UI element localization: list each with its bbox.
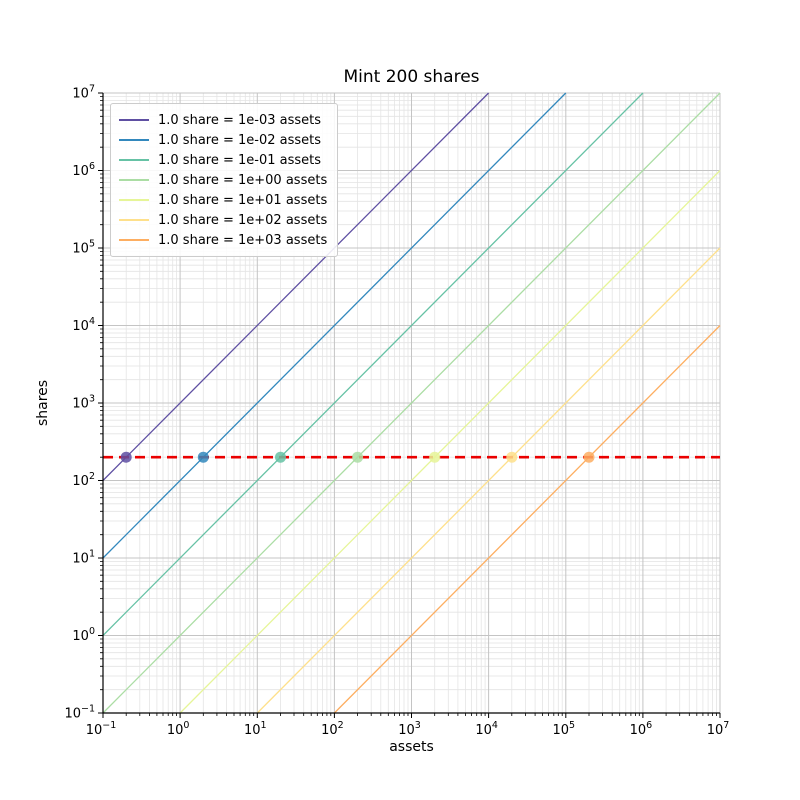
x-tick-label: 101 [244,720,267,738]
intersection-marker-2 [275,451,286,463]
series-line-3 [102,92,721,714]
legend-line-sample [119,139,149,141]
legend: 1.0 share = 1e-03 assets 1.0 share = 1e-0… [110,103,339,257]
legend-label: 1.0 share = 1e-02 assets [158,132,322,148]
legend-item: 1.0 share = 1e+01 assets [119,190,327,210]
intersection-marker-1 [197,451,209,463]
x-tick-label: 102 [321,720,344,738]
x-axis-label: assets [389,739,434,755]
y-tick-label: 10−1 [64,704,95,722]
legend-item: 1.0 share = 1e+00 assets [119,170,327,190]
legend-line-sample [119,179,149,181]
y-tick-label: 105 [72,239,95,257]
x-tick-label: 103 [398,720,421,738]
legend-label: 1.0 share = 1e+00 assets [158,172,328,188]
series-line-6 [333,325,721,714]
legend-label: 1.0 share = 1e+03 assets [158,232,328,248]
x-tick-label: 105 [552,720,575,738]
series-line-0 [102,92,490,481]
series-line-2 [102,92,644,636]
legend-label: 1.0 share = 1e+01 assets [158,192,328,208]
chart-title: Mint 200 shares [343,67,480,87]
legend-label: 1.0 share = 1e+02 assets [158,212,328,228]
legend-line-sample [119,239,149,241]
y-tick-label: 103 [72,394,95,412]
legend-item: 1.0 share = 1e+03 assets [119,230,327,250]
minor-ticks [100,96,717,716]
y-tick-label: 106 [72,161,95,179]
legend-item: 1.0 share = 1e-03 assets [119,110,327,130]
y-tick-label: 104 [72,316,95,334]
legend-line-sample [119,199,149,201]
x-tick-label: 10−1 [86,720,117,738]
major-ticks [98,92,721,718]
series-line-1 [102,92,567,559]
y-tick-label: 102 [72,471,95,489]
intersection-marker-6 [583,451,595,463]
legend-label: 1.0 share = 1e-01 assets [158,152,322,168]
legend-line-sample [119,159,149,161]
x-tick-label: 104 [475,720,498,738]
series-line-4 [179,170,721,714]
intersection-marker-3 [352,451,364,463]
legend-item: 1.0 share = 1e-02 assets [119,130,327,150]
intersection-marker-0 [120,451,132,463]
legend-line-sample [119,219,149,221]
series-line-5 [256,247,721,714]
legend-item: 1.0 share = 1e+02 assets [119,210,327,230]
intersection-marker-5 [506,451,518,463]
y-tick-label: 100 [72,626,95,644]
legend-item: 1.0 share = 1e-01 assets [119,150,327,170]
y-tick-label: 101 [72,549,95,567]
x-tick-label: 107 [707,720,730,738]
x-tick-label: 100 [167,720,190,738]
legend-line-sample [119,119,149,121]
legend-label: 1.0 share = 1e-03 assets [158,112,322,128]
intersection-marker-4 [429,451,441,463]
y-tick-label: 107 [72,84,95,102]
x-tick-label: 106 [630,720,653,738]
